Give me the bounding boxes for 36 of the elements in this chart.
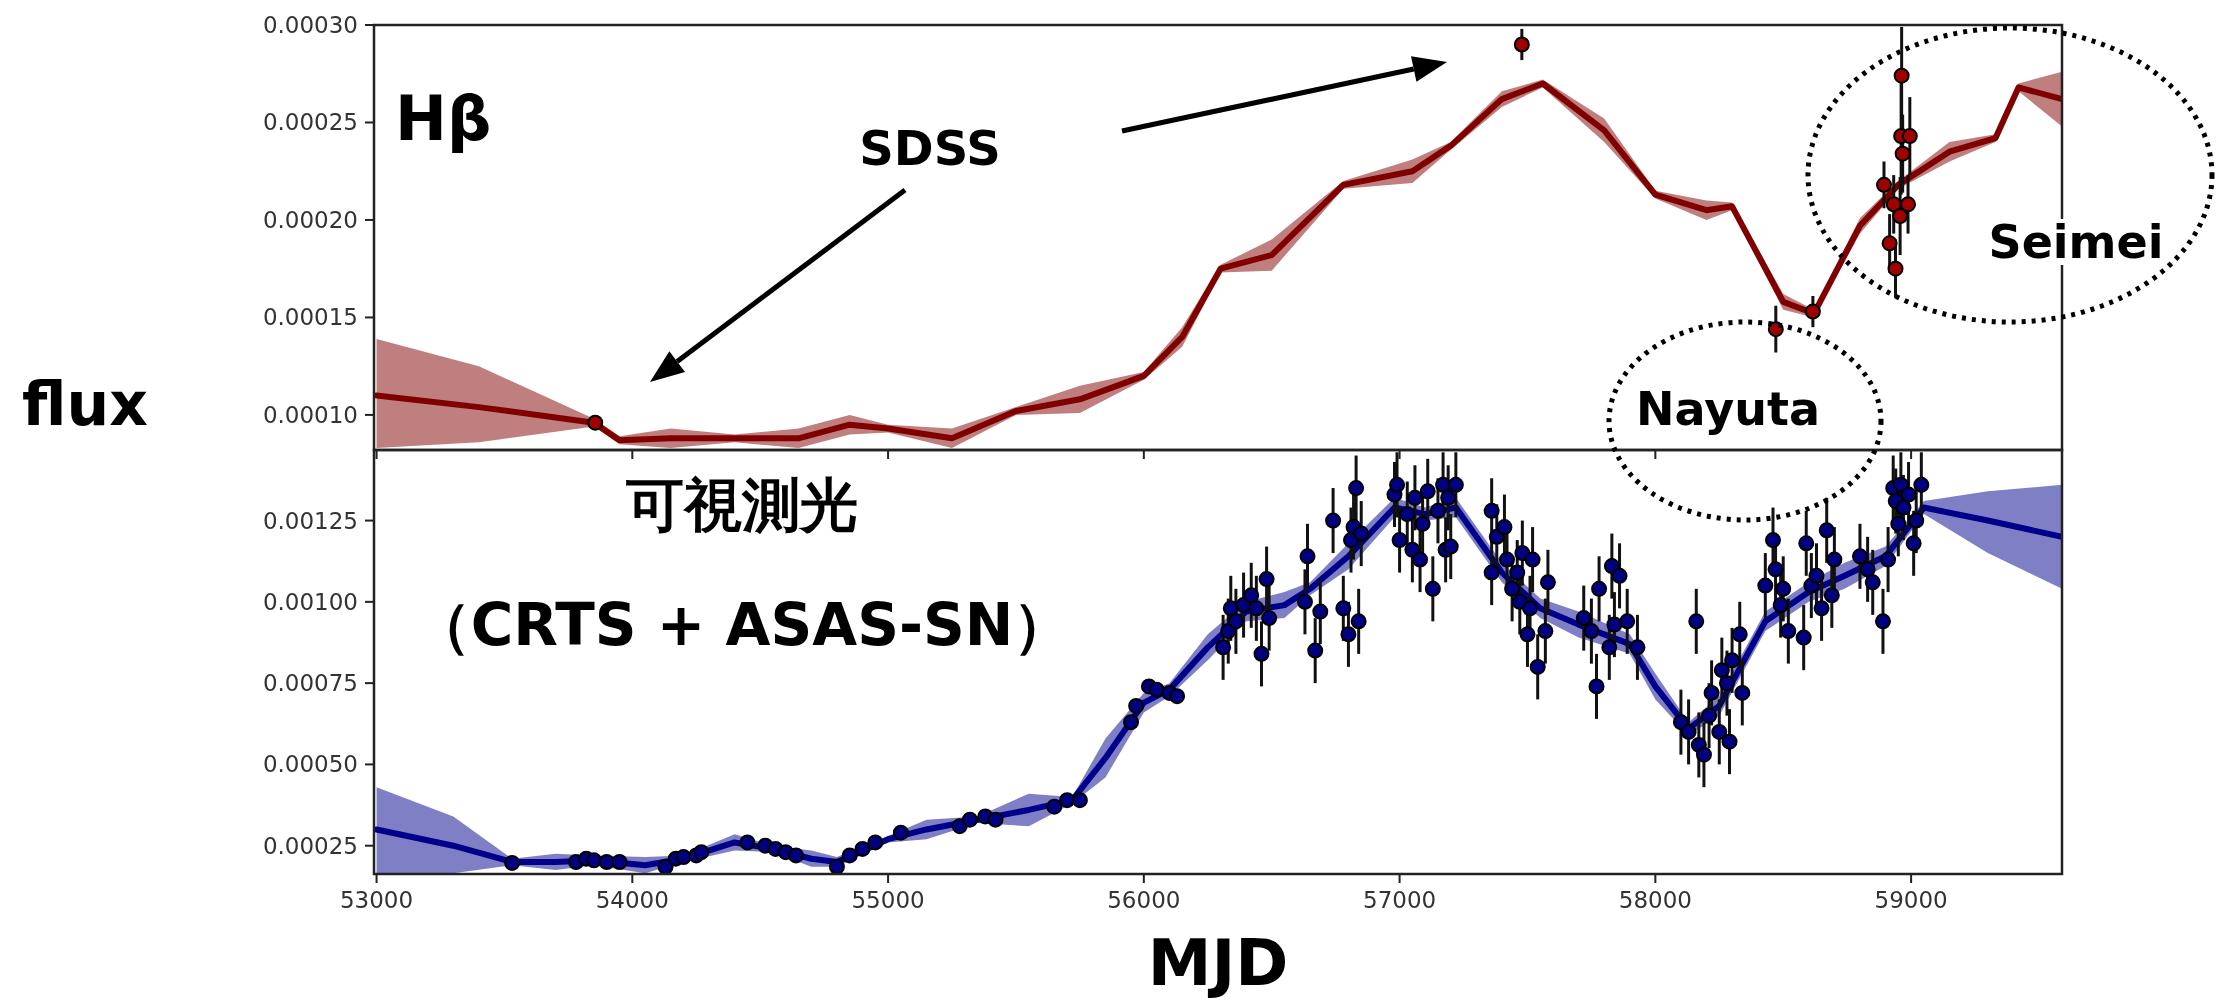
point (587, 414, 604, 431)
y-tick-label: 0.00020 (262, 206, 358, 233)
x-tick-label: 55000 (851, 887, 925, 913)
point (1804, 303, 1821, 320)
annotation: Seimei (1988, 215, 2164, 269)
point (1892, 208, 1909, 225)
point (1900, 196, 1917, 213)
y-tick-label: 0.00015 (262, 304, 358, 331)
text: （CRTS + ASAS-SN） (412, 591, 1072, 659)
annotation: SDSS (859, 120, 1001, 176)
x-tick-label: 54000 (595, 887, 669, 913)
y-axis-title: flux (22, 369, 148, 439)
y-tick-label: 0.00025 (262, 832, 358, 859)
point (1887, 260, 1904, 277)
point (1901, 128, 1918, 145)
point (1875, 176, 1892, 193)
y-tick-label: 0.00050 (262, 751, 358, 778)
point (1513, 36, 1530, 53)
x-tick-label: 57000 (1363, 887, 1437, 913)
x-axis-title: MJD (1147, 926, 1289, 1000)
x-tick-label: 56000 (1107, 887, 1181, 913)
point (1893, 67, 1910, 84)
point (1881, 235, 1898, 252)
x-tick-label: 58000 (1618, 887, 1692, 913)
y-tick-label: 0.00075 (262, 670, 358, 697)
chart-title: 可視測光 (625, 471, 858, 539)
y-tick-label: 0.00100 (262, 588, 358, 615)
y-tick-label: 0.00030 (262, 12, 358, 38)
point (1894, 145, 1911, 162)
text: Hβ (395, 82, 492, 155)
y-tick-label: 0.00125 (262, 507, 358, 534)
y-tick-label: 0.00010 (262, 401, 358, 428)
annotation: Nayuta (1636, 382, 1820, 436)
x-tick-label: 53000 (339, 887, 414, 913)
y-tick-label: 0.00025 (262, 109, 358, 136)
x-tick-label: 59000 (1874, 887, 1948, 913)
